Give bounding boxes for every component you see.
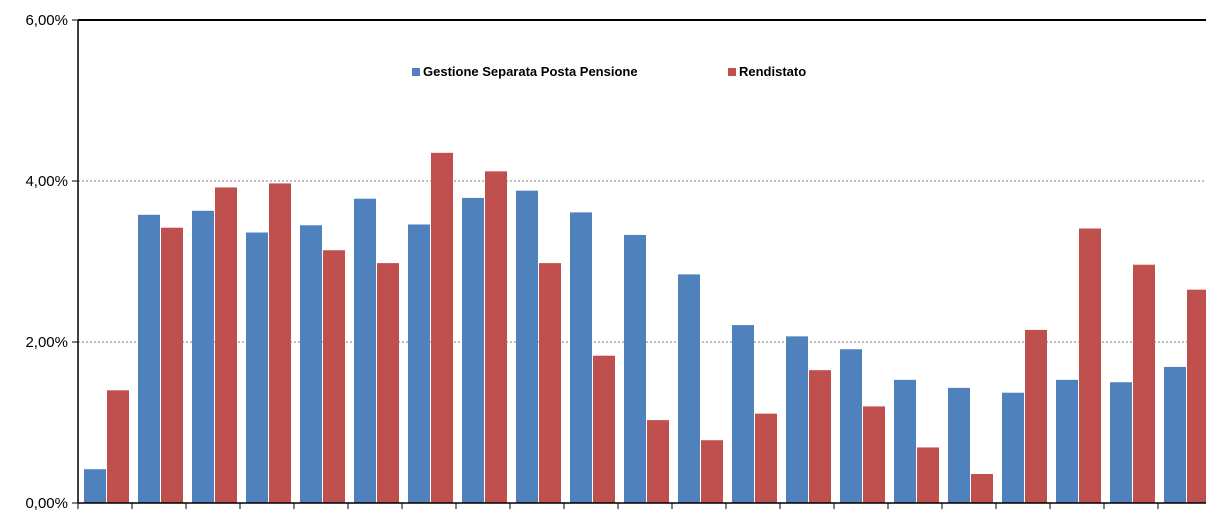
- gestione-bar: [246, 232, 268, 503]
- axes: [72, 19, 1206, 509]
- gestione-bar: [624, 234, 646, 503]
- gestione-bar: [408, 224, 430, 503]
- rendistato-bar: [431, 152, 453, 503]
- rendistato-bar: [107, 390, 129, 503]
- rendistato-bar: [161, 227, 183, 503]
- y-tick-label: 6,00%: [25, 12, 68, 29]
- gestione-bar: [138, 214, 160, 503]
- rendistato-bar: [647, 420, 669, 503]
- gestione-bar: [894, 379, 916, 503]
- y-tick-labels: 0,00% 2,00% 4,00% 6,00%: [25, 12, 68, 512]
- gestione-bar: [84, 469, 106, 503]
- y-tick-label: 4,00%: [25, 173, 68, 190]
- rendistato-bar: [971, 474, 993, 503]
- gestione-bar: [786, 336, 808, 503]
- rendistato-bar: [377, 263, 399, 503]
- rendistato-bar: [1079, 228, 1101, 503]
- gestione-bar: [1110, 382, 1132, 503]
- gestione-bar: [840, 349, 862, 503]
- rendistato-bar: [323, 250, 345, 503]
- rendistato-bar: [809, 370, 831, 503]
- legend-swatch-gestione: [412, 68, 420, 76]
- y-tick-label: 2,00%: [25, 334, 68, 351]
- gestione-bar: [678, 274, 700, 503]
- rendistato-bar: [485, 171, 507, 503]
- rendistato-bar: [593, 355, 615, 503]
- gestione-bar: [732, 325, 754, 503]
- legend: Gestione Separata Posta Pensione Rendista…: [412, 64, 806, 79]
- rendistato-bar: [1133, 264, 1155, 503]
- gestione-bar: [516, 190, 538, 503]
- legend-swatch-rendistato: [728, 68, 736, 76]
- legend-label-gestione: Gestione Separata Posta Pensione: [423, 64, 638, 79]
- rendistato-bar: [863, 406, 885, 503]
- legend-label-rendistato: Rendistato: [739, 64, 806, 79]
- gestione-bar: [462, 197, 484, 503]
- rendistato-bar: [701, 440, 723, 503]
- rendistato-bar: [215, 187, 237, 503]
- gestione-bar: [1056, 379, 1078, 503]
- gestione-bar: [948, 387, 970, 503]
- rendistato-bar: [917, 447, 939, 503]
- bars: [84, 152, 1206, 504]
- rendistato-bar: [539, 263, 561, 503]
- gestione-bar: [1002, 392, 1024, 503]
- gestione-bar: [354, 198, 376, 503]
- gestione-bar: [570, 212, 592, 503]
- rendistato-bar: [269, 183, 291, 504]
- rendistato-bar: [1025, 329, 1047, 503]
- gestione-bar: [1164, 366, 1186, 503]
- gestione-bar: [192, 210, 214, 503]
- rendistato-bar: [1187, 289, 1206, 503]
- rendistato-bar: [755, 413, 777, 503]
- y-tick-label: 0,00%: [25, 495, 68, 512]
- gestione-bar: [300, 225, 322, 503]
